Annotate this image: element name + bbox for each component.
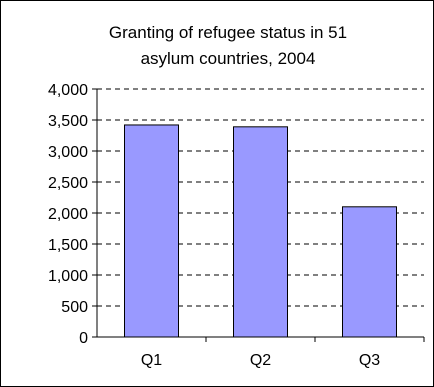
bar-q2 <box>233 126 288 338</box>
x-category-label: Q2 <box>250 352 271 369</box>
y-tick-label: 2,500 <box>48 175 88 192</box>
y-tick-label: 3,000 <box>48 144 88 161</box>
x-category-label: Q3 <box>359 352 380 369</box>
y-tick-label: 1,000 <box>48 268 88 285</box>
y-tick-label: 4,000 <box>48 82 88 99</box>
title-line-1: Granting of refugee status in 51 <box>109 23 347 42</box>
title-line-2: asylum countries, 2004 <box>141 49 316 68</box>
bar-q3 <box>342 206 397 338</box>
bars <box>124 124 397 338</box>
y-tick-label: 500 <box>61 299 88 316</box>
y-tick-label: 3,500 <box>48 113 88 130</box>
x-axis-labels: Q1 Q2 Q3 <box>141 337 425 369</box>
y-tick-label: 2,000 <box>48 206 88 223</box>
bar-q1 <box>124 124 179 338</box>
x-category-label: Q1 <box>141 352 162 369</box>
y-tick-label: 0 <box>79 330 88 347</box>
chart-title: Granting of refugee status in 51 asylum … <box>109 23 347 68</box>
y-tick-label: 1,500 <box>48 237 88 254</box>
y-axis-ticks: 0 500 1,000 1,500 2,000 2,500 3,000 3,500 4,000 <box>48 82 97 347</box>
